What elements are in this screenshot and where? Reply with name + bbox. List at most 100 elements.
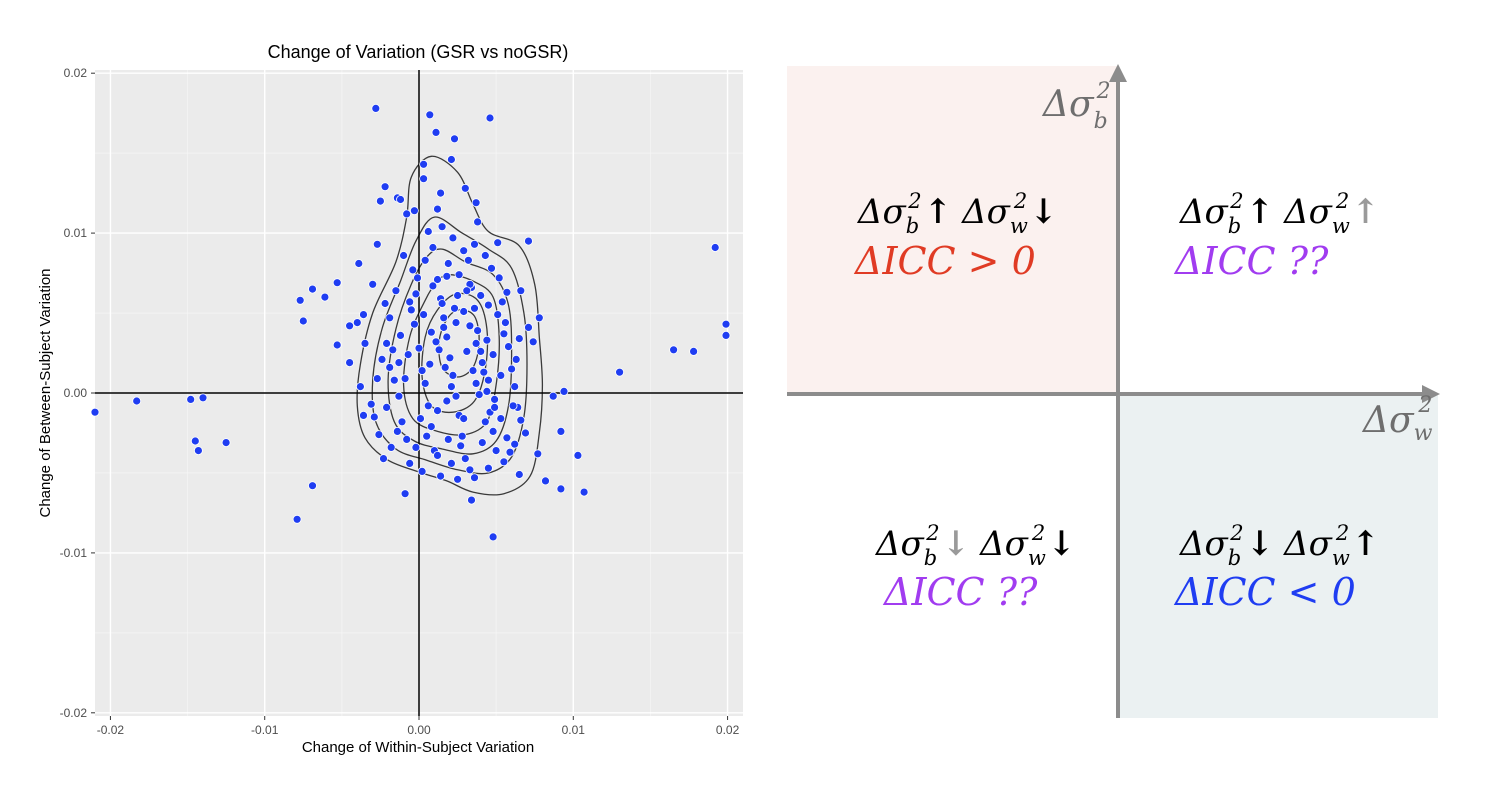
x-axis-ticks: -0.02 -0.01 0.00 0.01 0.02 xyxy=(97,716,740,737)
y-tick-label: -0.01 xyxy=(60,546,88,560)
quadrant-bottom-left: Δσb2↓ Δσw2↓ ΔICC ?? xyxy=(874,521,1076,614)
data-point xyxy=(354,259,364,268)
data-point xyxy=(499,457,509,467)
data-point xyxy=(372,374,382,384)
data-point xyxy=(345,321,355,331)
data-point xyxy=(459,414,469,424)
data-point xyxy=(476,346,486,356)
data-point xyxy=(442,271,452,281)
data-point xyxy=(451,318,461,328)
data-point xyxy=(483,375,493,385)
data-point xyxy=(388,345,398,355)
data-point xyxy=(502,433,512,443)
data-point xyxy=(394,358,404,368)
data-point xyxy=(422,431,432,441)
quadrant-top-left-background xyxy=(787,66,1118,394)
data-point xyxy=(360,338,370,348)
data-point xyxy=(419,310,429,320)
data-point xyxy=(371,104,381,113)
data-point xyxy=(394,391,404,401)
data-point xyxy=(423,401,433,411)
data-point xyxy=(488,350,498,360)
data-point xyxy=(541,476,550,486)
data-point xyxy=(385,313,395,323)
data-point xyxy=(471,338,481,348)
data-point xyxy=(332,278,342,288)
data-point xyxy=(459,307,469,316)
variance-change-line: Δσb2↓ Δσw2↓ xyxy=(874,521,1076,570)
data-point xyxy=(477,358,487,368)
x-tick-label: 0.01 xyxy=(562,723,586,737)
data-point xyxy=(411,442,421,452)
data-point xyxy=(431,127,441,137)
data-point xyxy=(504,342,513,352)
variance-change-line: Δσb2↓ Δσw2↑ xyxy=(1178,521,1380,570)
data-point xyxy=(400,374,410,384)
y-tick-label: 0.02 xyxy=(64,66,88,80)
data-point xyxy=(411,289,421,299)
data-point xyxy=(433,406,442,416)
y-tick-label: 0.00 xyxy=(64,386,88,400)
contour-line xyxy=(387,248,513,455)
data-point xyxy=(380,182,390,192)
data-point xyxy=(559,386,569,396)
y-tick-label: -0.02 xyxy=(60,706,88,720)
data-point xyxy=(190,436,200,446)
data-point xyxy=(295,295,305,305)
data-point xyxy=(403,350,413,360)
data-point xyxy=(368,279,378,289)
data-point xyxy=(396,330,405,340)
data-point xyxy=(494,273,504,283)
data-point xyxy=(431,337,441,347)
y-axis-label: Δσb2 xyxy=(1041,79,1111,134)
data-point xyxy=(476,291,486,300)
data-point xyxy=(514,334,524,344)
data-point xyxy=(514,470,524,479)
data-point xyxy=(521,428,530,438)
data-point xyxy=(392,426,402,436)
data-point xyxy=(534,313,544,323)
data-point xyxy=(372,239,382,249)
data-point xyxy=(374,430,384,440)
data-point xyxy=(437,299,447,308)
data-point xyxy=(579,487,589,497)
data-point xyxy=(90,407,100,417)
data-point xyxy=(359,310,368,320)
data-point xyxy=(485,113,495,123)
data-point xyxy=(502,287,512,297)
data-point xyxy=(417,466,427,476)
y-axis-label: Change of Between-Subject Variation xyxy=(37,268,54,517)
data-point xyxy=(446,155,456,164)
data-points xyxy=(90,104,731,542)
data-point xyxy=(433,450,442,460)
data-point xyxy=(437,222,447,232)
data-point xyxy=(496,414,506,424)
data-point xyxy=(389,375,399,385)
data-point xyxy=(436,471,446,481)
data-point xyxy=(221,438,231,448)
data-point xyxy=(419,159,429,169)
data-point xyxy=(496,370,506,380)
data-point xyxy=(428,281,438,291)
data-point xyxy=(308,481,317,491)
data-point xyxy=(440,362,450,372)
data-point xyxy=(355,382,365,392)
data-point xyxy=(463,255,473,265)
data-point xyxy=(491,446,501,456)
data-point xyxy=(408,265,418,275)
zero-lines xyxy=(95,70,743,716)
data-point xyxy=(439,322,449,332)
x-tick-label: 0.00 xyxy=(407,723,431,737)
contour-line xyxy=(356,155,544,496)
icc-result-uncertain: ΔICC ?? xyxy=(882,570,1038,614)
data-point xyxy=(456,441,466,451)
data-point xyxy=(479,367,489,377)
data-point xyxy=(417,366,427,376)
data-point xyxy=(446,458,456,468)
data-point xyxy=(524,236,533,246)
data-point xyxy=(470,239,479,249)
data-point xyxy=(434,345,444,355)
x-axis-arrow xyxy=(787,385,1440,403)
data-point xyxy=(332,340,342,350)
